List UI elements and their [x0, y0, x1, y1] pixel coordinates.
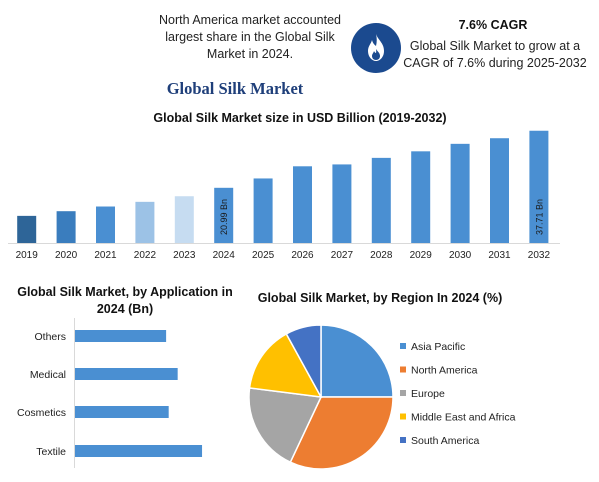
tick-label-2029: 2029 — [410, 250, 433, 261]
pie-slice-south-america — [285, 324, 322, 398]
legend-label-middle-east-and-africa: Middle East and Africa — [411, 412, 516, 424]
tick-label-2032: 2032 — [528, 250, 551, 261]
bar-2025 — [253, 178, 273, 243]
cagr-description: Global Silk Market to grow at a CAGR of … — [403, 39, 587, 70]
legend-label-south-america: South America — [411, 435, 479, 447]
bar-medical — [75, 368, 178, 380]
pie-slice-north-america — [289, 396, 394, 470]
legend-swatch-middle-east-and-africa — [400, 413, 406, 420]
bar-2026 — [293, 166, 312, 243]
cagr-title: 7.6% CAGR — [458, 18, 528, 32]
legend-label-north-america: North America — [411, 365, 478, 377]
tick-label-2027: 2027 — [331, 250, 354, 261]
tick-label-2021: 2021 — [94, 250, 117, 261]
tick-label-2026: 2026 — [291, 250, 314, 261]
market-share-note: North America market accounted largest s… — [158, 13, 342, 61]
market-size-bar-chart: 2019 2020 2021 2022 2023 2024 20.99 Bn 2025 2026… — [8, 130, 560, 261]
application-bar-chart: Others Medical Cosmetics Textile — [17, 318, 203, 468]
bar-2032 — [529, 130, 549, 243]
bar-2021 — [96, 206, 115, 243]
legend-label-europe: Europe — [411, 388, 445, 400]
pie-slice-asia-pacific — [320, 324, 394, 398]
bar-2029 — [411, 151, 431, 243]
bar-2020 — [56, 211, 76, 243]
main-title: Global Silk Market — [166, 79, 304, 98]
tick-label-2020: 2020 — [55, 250, 78, 261]
data-label-2024: 20.99 Bn — [219, 199, 229, 235]
bar-others — [75, 330, 167, 342]
bar-2031 — [490, 138, 509, 243]
region-pie-chart: Asia Pacific North America Europe Middle Ea… — [248, 324, 516, 470]
application-chart-title: Global Silk Market, by Application in 20… — [17, 285, 233, 316]
bar-2030 — [450, 143, 470, 243]
bar-2019 — [17, 215, 37, 243]
bar-cosmetics — [75, 406, 169, 418]
region-chart-title: Global Silk Market, by Region In 2024 (%… — [257, 291, 503, 305]
bar-textile — [75, 445, 203, 457]
bar-2023 — [174, 196, 194, 243]
legend-label-asia-pacific: Asia Pacific — [411, 341, 465, 353]
bar-2028 — [371, 157, 391, 243]
category-label-medical: Medical — [30, 369, 66, 381]
tick-label-2022: 2022 — [134, 250, 157, 261]
tick-label-2028: 2028 — [370, 250, 393, 261]
flame-icon — [368, 34, 384, 61]
bar-2027 — [332, 164, 352, 243]
tick-label-2025: 2025 — [252, 250, 275, 261]
tick-label-2023: 2023 — [173, 250, 196, 261]
legend-swatch-asia-pacific — [400, 343, 406, 349]
tick-label-2031: 2031 — [488, 250, 511, 261]
pie-slice-europe — [248, 387, 323, 464]
legend-swatch-north-america — [400, 366, 406, 373]
category-label-cosmetics: Cosmetics — [17, 407, 66, 419]
data-label-2032: 37.71 Bn — [534, 199, 544, 235]
cagr-badge — [351, 23, 401, 73]
legend-swatch-south-america — [400, 437, 406, 443]
legend-swatch-europe — [400, 390, 406, 396]
category-label-others: Others — [34, 331, 66, 343]
tick-label-2024: 2024 — [213, 250, 236, 261]
market-size-chart-title: Global Silk Market size in USD Billion (… — [153, 111, 447, 125]
tick-label-2019: 2019 — [16, 250, 39, 261]
pie-slice-middle-east-and-africa — [248, 332, 323, 398]
bar-2024 — [214, 187, 234, 243]
bar-2022 — [135, 201, 155, 243]
tick-label-2030: 2030 — [449, 250, 472, 261]
category-label-textile: Textile — [36, 446, 66, 458]
